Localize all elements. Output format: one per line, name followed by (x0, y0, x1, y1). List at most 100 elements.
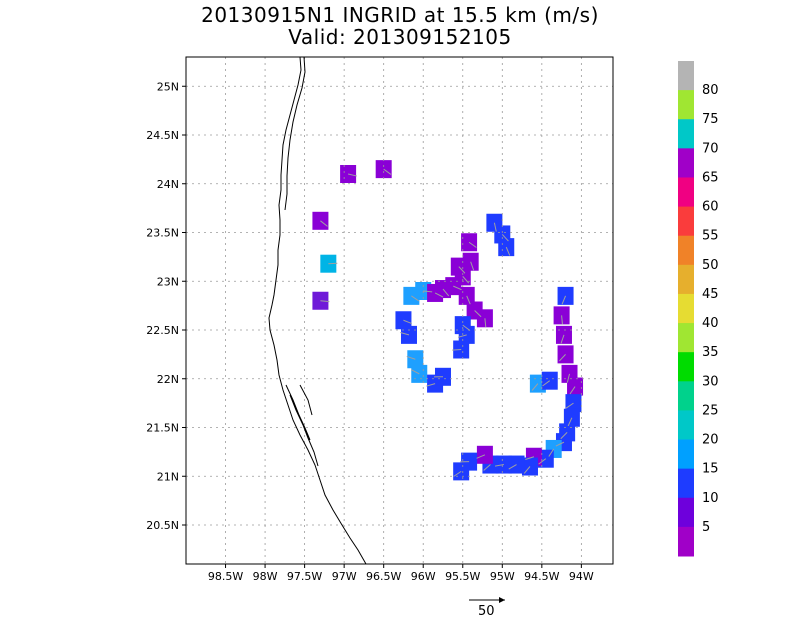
wind-vector (453, 285, 462, 291)
wind-vector (561, 295, 567, 305)
grid-lines (186, 57, 613, 564)
wind-vector (411, 369, 420, 375)
wind-vector (525, 456, 535, 460)
wind-vector (470, 261, 475, 271)
y-tick-label: 25N (157, 80, 179, 93)
x-tick-label: 95W (490, 570, 515, 583)
wind-vector (383, 168, 392, 175)
wind-vector (403, 319, 413, 324)
colorbar-segment (678, 352, 694, 382)
colorbar-label: 20 (702, 433, 719, 448)
wind-vector (347, 173, 357, 177)
wind-vector (474, 310, 482, 318)
colorbar-segment (678, 264, 694, 295)
colorbar-segment (678, 439, 694, 470)
wind-speed-cells (312, 160, 584, 481)
wind-vector (423, 290, 433, 293)
colorbar-segment (678, 293, 694, 324)
wind-vector (565, 402, 574, 409)
colorbar-label: 55 (702, 229, 719, 244)
wind-vector (505, 246, 511, 256)
colorbar-label: 35 (702, 345, 719, 360)
wind-vector (434, 292, 444, 298)
colorbar-label: 5 (702, 520, 710, 535)
y-tick-label: 20.5N (146, 519, 179, 532)
colorbar-label: 65 (702, 170, 719, 185)
coastline (268, 57, 367, 564)
wind-vector (458, 266, 466, 274)
wind-vector (555, 441, 565, 447)
wind-vector (493, 222, 497, 232)
colorbar-label: 10 (702, 491, 719, 506)
wind-vector (531, 383, 539, 391)
x-tick-label: 97W (332, 570, 357, 583)
wind-vector (538, 458, 547, 465)
wind-vector (501, 234, 509, 242)
wind-vector (484, 318, 487, 328)
chart-title: 20130915N1 INGRID at 15.5 km (m/s) (201, 3, 599, 27)
wind-vector (406, 355, 416, 360)
wind-vector (569, 386, 576, 395)
wind-vector (567, 417, 573, 427)
colorbar-segment (678, 61, 694, 91)
colorbar-segment (678, 323, 694, 353)
wind-vector (462, 324, 471, 331)
colorbar-segment (678, 526, 694, 557)
coastline-mainland (268, 57, 367, 564)
wind-vector (494, 464, 504, 467)
wind-vector (476, 454, 486, 459)
y-tick-label: 23N (157, 275, 179, 288)
coastline-lagoon (284, 57, 319, 467)
wind-vector (548, 448, 555, 457)
wind-vector (462, 276, 470, 284)
y-tick-label: 24N (157, 178, 179, 191)
wind-vector (560, 432, 568, 440)
colorbar-label: 45 (702, 287, 719, 302)
wind-vector (453, 470, 462, 477)
colorbar-label: 50 (702, 258, 719, 273)
y-tick-label: 22N (157, 373, 179, 386)
x-tick-label: 94.5W (524, 570, 559, 583)
wind-vectors (320, 168, 576, 477)
colorbar-segment (678, 410, 694, 441)
colorbar-segment (678, 148, 694, 178)
vector-reference: 50 (469, 597, 505, 618)
reference-label: 50 (478, 604, 495, 618)
y-tick-label: 22.5N (146, 324, 179, 337)
wind-vector (468, 241, 477, 248)
wind-vector (508, 464, 517, 470)
colorbar-segment (678, 206, 694, 237)
x-tick-label: 98.5W (208, 570, 243, 583)
colorbar-segment (678, 177, 694, 208)
colorbar-segment (678, 497, 694, 528)
colorbar-label: 30 (702, 374, 719, 389)
wind-vector (411, 295, 420, 302)
colorbar-label: 25 (702, 403, 719, 418)
colorbar-segment (678, 468, 694, 499)
x-tick-label: 96W (411, 570, 436, 583)
colorbar: 5 10 15 20 25 30 35 40 45 50 55 60 65 70 75 80 (678, 61, 719, 557)
wind-vector (400, 332, 410, 336)
y-tick-label: 21N (157, 470, 179, 483)
colorbar-segment (678, 90, 694, 120)
wind-vector (542, 380, 551, 387)
colorbar-segment (678, 235, 694, 266)
x-tick-label: 95.5W (445, 570, 480, 583)
y-tick-label: 23.5N (146, 227, 179, 240)
wind-vector (566, 373, 570, 383)
wind-vector (560, 334, 565, 344)
y-tick-label: 21.5N (146, 422, 179, 435)
colorbar-label: 40 (702, 316, 719, 331)
colorbar-label: 60 (702, 200, 719, 215)
reference-arrow-head (499, 597, 505, 603)
chart-subtitle: Valid: 201309152105 (288, 25, 512, 49)
wind-vector (320, 220, 328, 227)
x-axis-ticks: 98.5W 98W 97.5W 97W 96.5W 96W 95.5W 95W 94.5W 94W (208, 564, 594, 583)
wind-vector (483, 464, 491, 471)
colorbar-segment (678, 381, 694, 411)
wind-vector (320, 300, 330, 303)
x-tick-label: 97.5W (287, 570, 322, 583)
wind-vector (442, 288, 450, 297)
x-tick-label: 94W (569, 570, 594, 583)
